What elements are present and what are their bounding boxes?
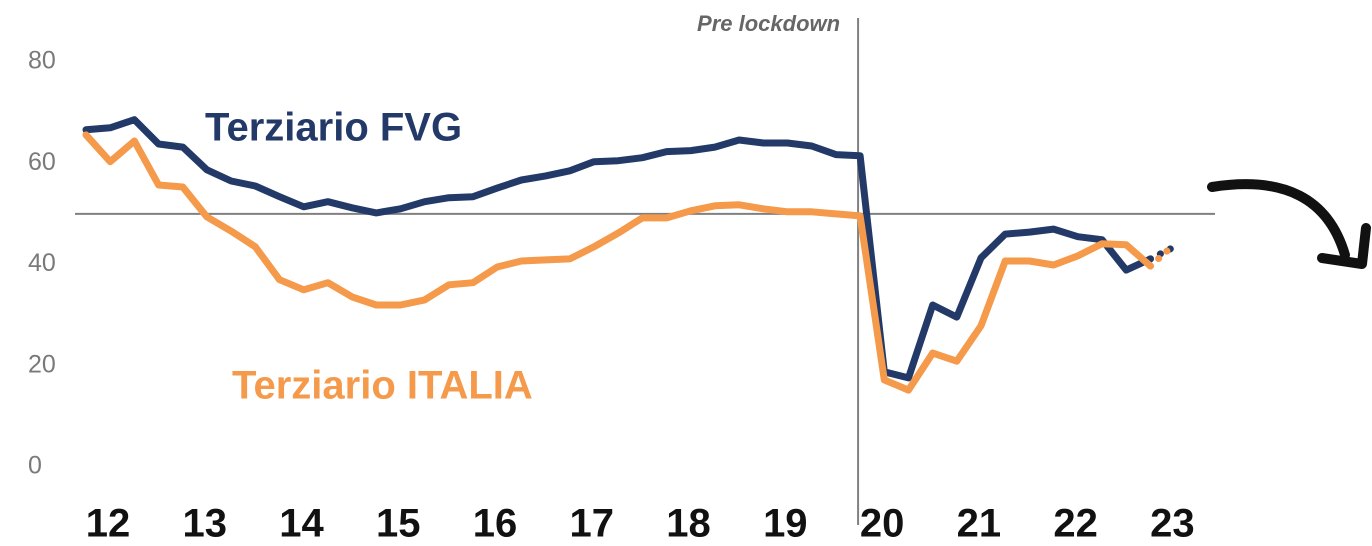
x-tick-label: 22 xyxy=(1053,502,1098,546)
x-tick-label: 16 xyxy=(473,502,518,546)
x-tick-label: 17 xyxy=(570,502,615,546)
x-tick-label: 13 xyxy=(183,502,228,546)
y-tick-label: 40 xyxy=(28,249,56,277)
lockdown-label: Pre lockdown xyxy=(697,11,840,36)
decorative-arrow xyxy=(1207,179,1350,260)
x-tick-label: 12 xyxy=(86,502,131,546)
x-tick-label: 21 xyxy=(957,502,1002,546)
series-line-projection xyxy=(1146,243,1178,263)
x-tick-label: 20 xyxy=(860,502,905,546)
y-tick-label: 80 xyxy=(28,47,56,75)
series-line xyxy=(82,116,1154,382)
decorative-arrow-head xyxy=(1317,223,1371,269)
x-tick-label: 15 xyxy=(376,502,421,546)
series-label: Terziario FVG xyxy=(205,106,462,150)
y-tick-label: 60 xyxy=(28,148,56,176)
x-tick-label: 23 xyxy=(1150,502,1195,546)
y-tick-label: 0 xyxy=(28,452,42,480)
x-tick-label: 18 xyxy=(666,502,711,546)
series-line xyxy=(82,131,1154,394)
series-label: Terziario ITALIA xyxy=(232,364,533,408)
x-tick-label: 19 xyxy=(763,502,808,546)
x-tick-label: 14 xyxy=(279,502,324,546)
y-tick-label: 20 xyxy=(28,350,56,378)
